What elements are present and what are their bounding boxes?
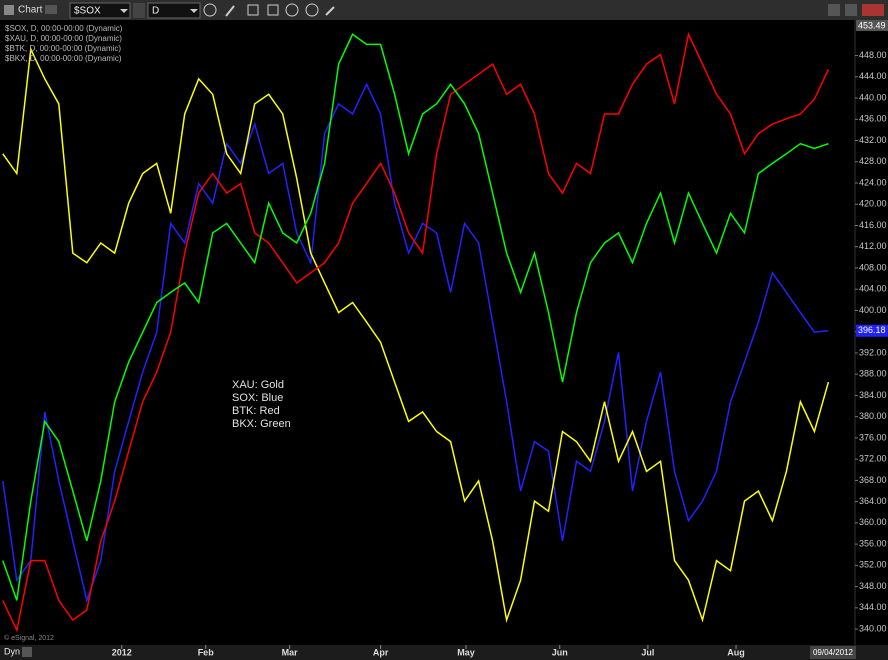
x-tick-label: Apr <box>373 647 389 657</box>
y-tick-label: 428.00 <box>859 156 887 166</box>
y-tick-label: 340.00 <box>859 623 887 633</box>
y-tick-label: 420.00 <box>859 199 887 209</box>
last-price-label: 396.18 <box>858 325 886 335</box>
x-tick-label: Jul <box>641 647 654 657</box>
tool-icon[interactable] <box>247 4 259 16</box>
link-badge[interactable] <box>45 5 57 14</box>
draw-icon[interactable] <box>225 5 235 17</box>
x-tick-label: May <box>457 647 475 657</box>
y-tick-label: 344.00 <box>859 602 887 612</box>
y-tick-label: 368.00 <box>859 475 887 485</box>
y-tick-label: 380.00 <box>859 411 887 421</box>
y-tick-label: 444.00 <box>859 71 887 81</box>
tool-icon[interactable] <box>325 6 335 16</box>
y-tick-label: 424.00 <box>859 177 887 187</box>
zoom-icon[interactable] <box>305 3 319 17</box>
x-tick-label: Aug <box>727 647 745 657</box>
last-price-box <box>856 324 888 337</box>
tool-icon[interactable] <box>203 3 217 17</box>
legend-entry: $BKX, D, 00:00-00:00 (Dynamic) <box>5 54 122 63</box>
y-tick-label: 364.00 <box>859 496 887 506</box>
y-tick-label: 372.00 <box>859 454 887 464</box>
y-tick-label: 432.00 <box>859 135 887 145</box>
y-tick-label: 348.00 <box>859 581 887 591</box>
annotation: SOX: Blue <box>232 392 283 404</box>
play-icon[interactable] <box>285 3 299 17</box>
legend-entry: $BTK, D, 00:00-00:00 (Dynamic) <box>5 44 121 53</box>
top-price-label: 453.49 <box>858 20 886 30</box>
y-tick-label: 416.00 <box>859 220 887 230</box>
symbol-input[interactable] <box>69 2 131 19</box>
y-tick-label: 404.00 <box>859 284 887 294</box>
y-tick-label: 440.00 <box>859 92 887 102</box>
maximize-button[interactable] <box>845 4 857 16</box>
dropdown-arrow[interactable] <box>120 9 128 13</box>
legend-entry: $SOX, D, 00:00-00:00 (Dynamic) <box>5 24 123 33</box>
y-tick-label: 412.00 <box>859 241 887 251</box>
interval-input[interactable] <box>147 2 201 19</box>
toolbar <box>0 0 888 20</box>
close-button[interactable] <box>862 4 884 16</box>
y-tick-label: 388.00 <box>859 369 887 379</box>
minimize-button[interactable] <box>828 4 840 16</box>
interval-text: D <box>152 6 159 17</box>
y-tick-label: 448.00 <box>859 50 887 60</box>
y-tick-label: 392.00 <box>859 347 887 357</box>
x-tick-label: 2012 <box>112 647 132 657</box>
x-tick-label: Jun <box>552 647 568 657</box>
copyright: © eSignal, 2012 <box>4 634 54 642</box>
mode-label[interactable]: Dyn <box>4 646 20 656</box>
mode-button[interactable] <box>22 647 32 657</box>
annotation: BTK: Red <box>232 405 280 417</box>
date-label: 09/04/2012 <box>813 648 854 657</box>
date-box <box>810 646 856 659</box>
window-title: Chart <box>18 5 43 16</box>
y-tick-label: 408.00 <box>859 262 887 272</box>
symbol-text: $SOX <box>74 6 101 17</box>
window-icon <box>4 5 14 15</box>
y-tick-label: 352.00 <box>859 560 887 570</box>
y-tick-label: 400.00 <box>859 305 887 315</box>
annotation: XAU: Gold <box>232 379 284 391</box>
series-line <box>2 46 830 623</box>
y-tick-label: 356.00 <box>859 538 887 548</box>
top-price-box <box>856 20 888 31</box>
y-tick-label: 360.00 <box>859 517 887 527</box>
tool-icon[interactable] <box>267 4 279 16</box>
y-tick-label: 376.00 <box>859 432 887 442</box>
x-tick-label: Feb <box>198 647 215 657</box>
legend-entry: $XAU, D, 00:00-00:00 (Dynamic) <box>5 34 122 43</box>
symbol-button[interactable] <box>133 3 145 18</box>
x-tick-label: Mar <box>282 647 299 657</box>
series-line <box>2 31 830 633</box>
series-line <box>2 82 829 604</box>
y-tick-label: 436.00 <box>859 114 887 124</box>
x-axis-bar <box>0 645 888 660</box>
y-tick-label: 384.00 <box>859 390 887 400</box>
dropdown-arrow[interactable] <box>190 9 198 13</box>
annotation: BKX: Green <box>232 418 291 430</box>
series-line <box>2 33 829 601</box>
